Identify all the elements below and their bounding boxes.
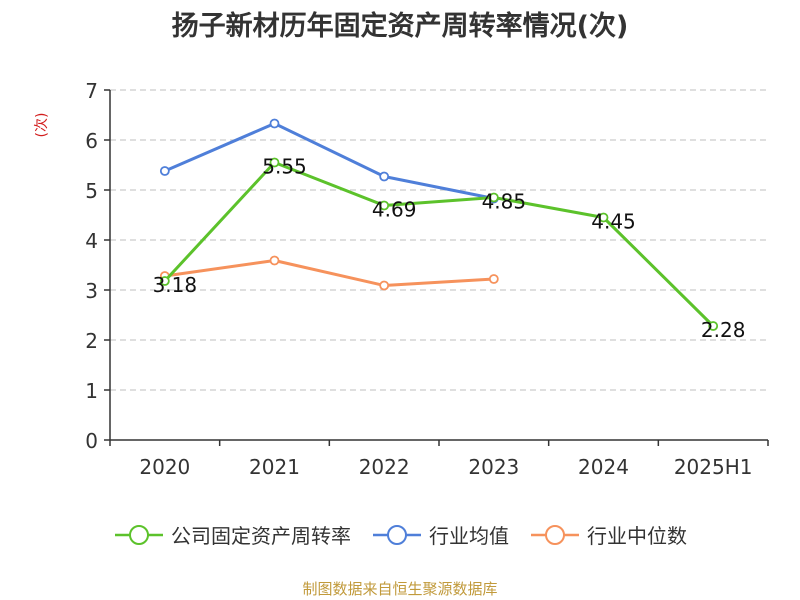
legend-label: 行业均值 — [429, 524, 509, 548]
y-tick-label: 0 — [85, 429, 98, 453]
data-label: 2.28 — [701, 318, 746, 342]
chart-title: 扬子新材历年固定资产周转率情况(次) — [171, 11, 629, 42]
data-point — [598, 212, 609, 223]
data-point — [379, 280, 390, 291]
y-tick-label: 3 — [85, 279, 98, 303]
series-lines — [159, 118, 719, 331]
legend-label: 行业中位数 — [587, 524, 687, 548]
source-note: 制图数据来自恒生聚源数据库 — [302, 580, 498, 598]
legend-item[interactable]: 公司固定资产周转率 — [113, 520, 351, 549]
y-tick-label: 2 — [85, 329, 98, 353]
data-point — [488, 192, 499, 203]
data-label: 4.85 — [482, 190, 527, 214]
data-label: 5.55 — [262, 155, 307, 179]
legend-item[interactable]: 行业中位数 — [529, 520, 687, 549]
legend-swatch-icon — [115, 524, 163, 545]
legend-label: 公司固定资产周转率 — [171, 524, 351, 548]
x-tick-label: 2022 — [359, 455, 410, 479]
data-label: 4.45 — [591, 210, 636, 234]
data-point — [159, 166, 170, 176]
x-tick-label: 2020 — [139, 455, 190, 479]
gridlines — [110, 89, 768, 391]
data-labels: 3.18 5.55 4.69 4.85 4.45 2.28 — [153, 155, 746, 343]
legend-item[interactable]: 行业均值 — [371, 520, 509, 549]
data-point — [269, 157, 280, 168]
y-tick-label: 7 — [85, 79, 98, 103]
data-point — [269, 118, 280, 129]
data-point — [488, 274, 499, 284]
x-tick-label: 2024 — [578, 455, 629, 479]
chart-legend: 公司固定资产周转率 行业均值 行业中位数 — [0, 520, 800, 549]
x-tick-label: 2021 — [249, 455, 300, 479]
data-point — [379, 200, 390, 211]
data-label: 4.69 — [372, 198, 417, 222]
legend-swatch-icon — [373, 524, 421, 545]
y-tick-label: 5 — [85, 179, 98, 203]
series-line — [164, 122, 495, 200]
legend-swatch-icon — [531, 524, 579, 545]
data-label: 3.18 — [153, 273, 198, 297]
data-point — [379, 171, 390, 182]
y-tick-label: 6 — [85, 129, 98, 153]
y-tick-label: 4 — [85, 229, 98, 253]
data-point — [159, 276, 170, 286]
x-tick-label: 2023 — [468, 455, 519, 479]
data-point — [708, 321, 719, 331]
data-point — [269, 255, 280, 266]
axes: 0 1 2 3 4 5 6 7 2020 2021 2022 2023 2024 2025H1 — [85, 79, 769, 479]
y-tick-label: 1 — [85, 379, 98, 403]
x-tick-label: 2025H1 — [674, 455, 753, 479]
series-line — [163, 161, 715, 328]
y-axis-label: (次) — [34, 113, 50, 138]
series-line — [164, 259, 494, 287]
